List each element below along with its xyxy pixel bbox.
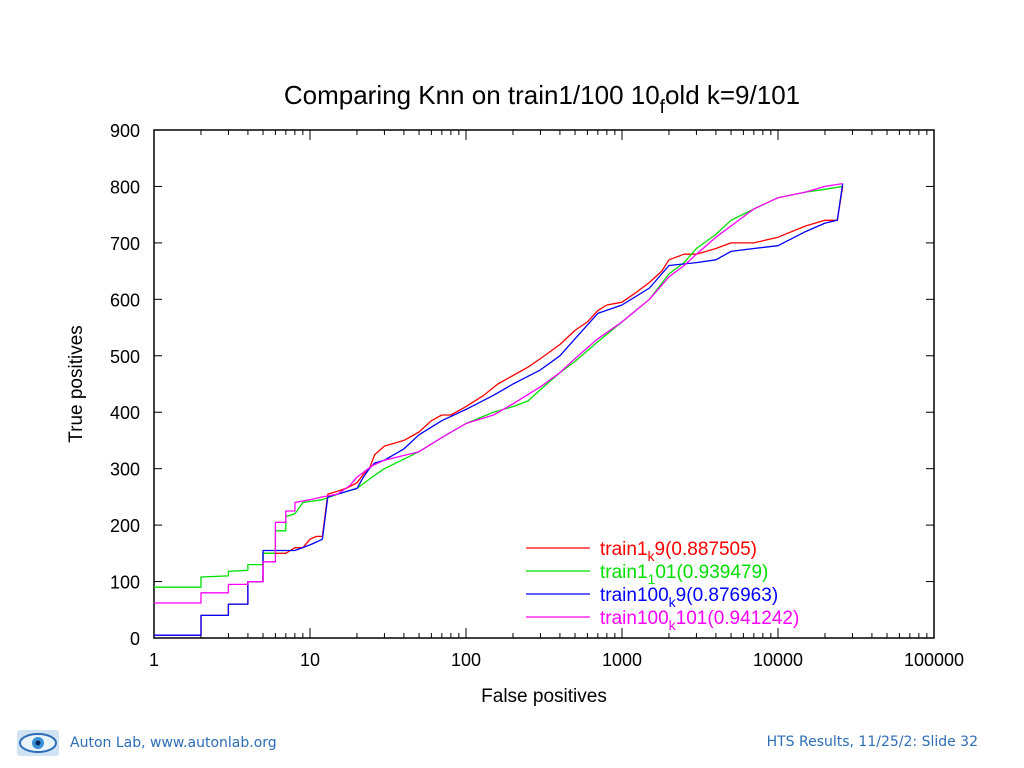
x-tick-label: 10000 bbox=[753, 650, 803, 670]
legend-label-3: train100k9(0.876963) bbox=[600, 585, 778, 610]
x-tick-label: 1000 bbox=[602, 650, 642, 670]
chart: Comparing Knn on train1/100 10fold k=9/1… bbox=[66, 80, 964, 707]
x-tick-label: 1 bbox=[149, 650, 159, 670]
x-tick-label: 10 bbox=[300, 650, 320, 670]
plot-frame bbox=[153, 129, 935, 639]
legend-label-2: train1101(0.939479) bbox=[600, 562, 768, 587]
legend-label-1: train1k9(0.887505) bbox=[600, 539, 757, 564]
footer-slide-info: HTS Results, 11/25/2: Slide 32 bbox=[766, 734, 978, 750]
x-tick-label: 100 bbox=[451, 650, 481, 670]
y-tick-label: 800 bbox=[110, 177, 140, 197]
series-line-1 bbox=[154, 186, 844, 636]
y-tick-label: 0 bbox=[130, 629, 140, 649]
y-tick-label: 700 bbox=[110, 234, 140, 254]
y-axis-label: True positives bbox=[66, 325, 87, 443]
footer-left: Auton Lab, www.autonlab.org bbox=[16, 728, 277, 758]
y-tick-label: 300 bbox=[110, 460, 140, 480]
y-tick-label: 600 bbox=[110, 290, 140, 310]
y-tick-label: 200 bbox=[110, 516, 140, 536]
legend-label-4: train100k101(0.941242) bbox=[600, 608, 799, 633]
series-line-4 bbox=[154, 182, 843, 604]
series-line-2 bbox=[154, 185, 843, 588]
footer-lab-link[interactable]: Auton Lab, www.autonlab.org bbox=[70, 735, 277, 751]
y-tick-label: 100 bbox=[110, 573, 140, 593]
plot-lines bbox=[154, 182, 844, 636]
x-tick-label: 100000 bbox=[904, 650, 964, 670]
legend: train1k9(0.887505)train1101(0.939479)tra… bbox=[526, 539, 799, 633]
chart-title: Comparing Knn on train1/100 10fold k=9/1… bbox=[284, 80, 800, 118]
y-tick-label: 400 bbox=[110, 403, 140, 423]
axis-ticks: 0 100 200 300 400 500 600 700 800 900 1 10 100 1000 10… bbox=[110, 121, 964, 670]
eye-logo-icon bbox=[17, 730, 59, 756]
x-axis-label: False positives bbox=[481, 686, 607, 707]
y-tick-label: 500 bbox=[110, 347, 140, 367]
y-tick-label: 900 bbox=[110, 121, 140, 141]
